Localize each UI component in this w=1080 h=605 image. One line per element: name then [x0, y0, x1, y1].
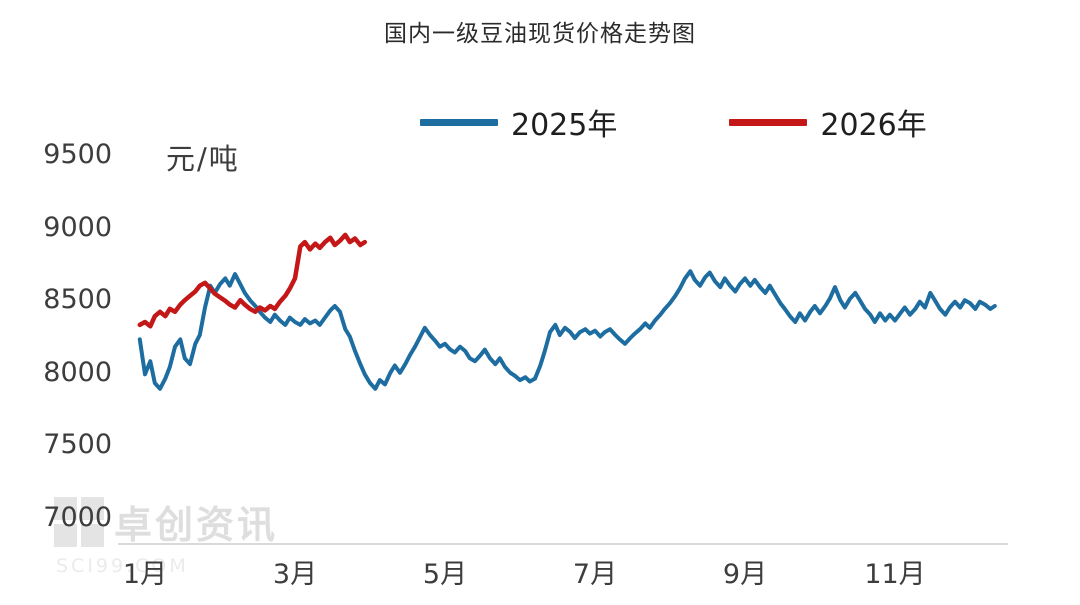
chart-title: 国内一级豆油现货价格走势图 — [384, 21, 696, 47]
x-tick-label: 3月 — [272, 559, 318, 590]
legend-swatch-2025 — [420, 118, 498, 126]
watermark-row: 卓创资讯 — [54, 494, 278, 549]
y-axis-unit-label: 元/吨 — [166, 142, 240, 176]
x-tick-label: 9月 — [722, 559, 768, 590]
x-tick-label: 11月 — [864, 559, 926, 590]
legend-item-2025: 2025年 — [420, 100, 617, 144]
x-tick-label: 5月 — [422, 559, 468, 590]
watermark: 卓创资讯 SCI99.COM — [54, 494, 278, 577]
y-tick-label: 7000 — [43, 502, 112, 533]
watermark-text: 卓创资讯 — [114, 503, 279, 547]
y-tick-label: 8000 — [43, 356, 112, 388]
x-tick-label: 7月 — [572, 559, 618, 590]
x-axis: 1月 3月 5月 7月 9月 11月 — [0, 552, 1080, 592]
y-tick-label: 9500 — [43, 139, 112, 170]
watermark-subtext: SCI99.COM — [56, 555, 189, 577]
y-axis: 9500 9000 8500 8000 7500 7000 — [0, 0, 112, 605]
legend-item-2026: 2026年 — [729, 100, 927, 144]
series-line-1 — [137, 232, 368, 329]
watermark-logo-icon — [54, 496, 104, 547]
y-tick-label: 9000 — [43, 211, 112, 243]
x-tick-label: 1月 — [122, 559, 168, 590]
legend-label-2025: 2025年 — [511, 108, 618, 143]
legend: 2025年 2026年 — [420, 100, 927, 144]
legend-swatch-2026 — [729, 118, 808, 126]
series-line-0 — [137, 269, 997, 391]
y-tick-label: 7500 — [43, 429, 112, 461]
y-tick-label: 8500 — [43, 284, 112, 316]
legend-label-2026: 2026年 — [820, 108, 927, 143]
